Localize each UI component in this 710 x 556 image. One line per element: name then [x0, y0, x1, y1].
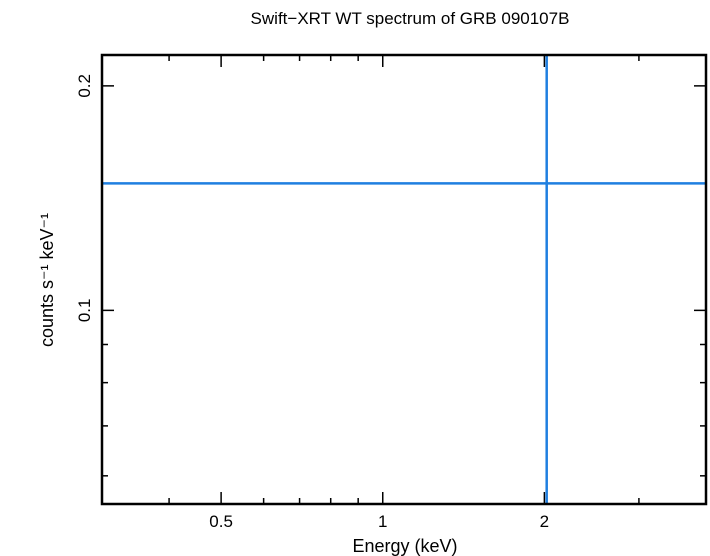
x-tick-label: 0.5 [209, 512, 233, 531]
plot-frame [100, 53, 708, 506]
ticks-layer: 0.5 1 2 0.1 0.2 [75, 55, 706, 531]
data-layer [102, 55, 706, 504]
chart-title: Swift−XRT WT spectrum of GRB 090107B [251, 9, 570, 28]
x-tick-label: 1 [378, 512, 387, 531]
y-axis-label: counts s⁻¹ keV⁻¹ [37, 213, 57, 347]
x-tick-label: 2 [540, 512, 549, 531]
y-tick-label: 0.2 [75, 74, 94, 98]
x-axis-label: Energy (keV) [352, 536, 457, 556]
y-tick-label: 0.1 [75, 299, 94, 323]
